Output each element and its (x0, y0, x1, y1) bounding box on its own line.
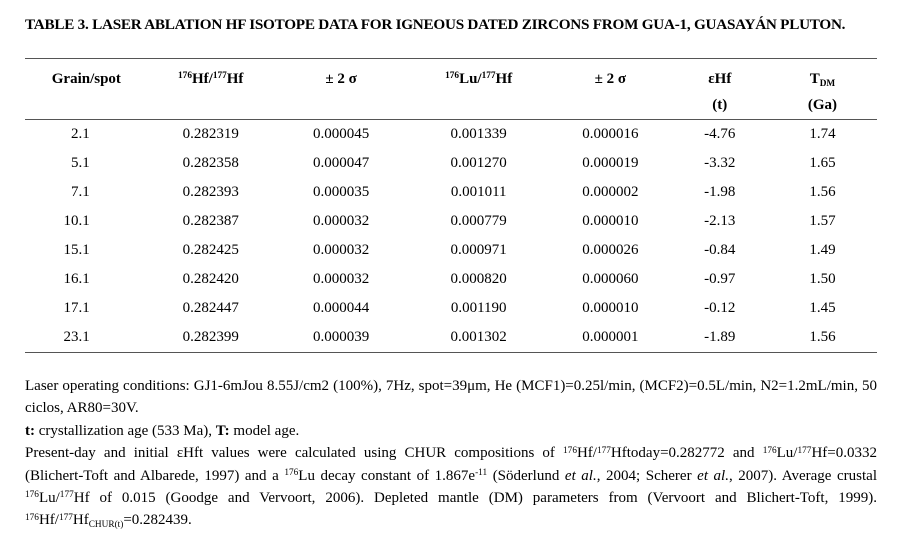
cell-sigma-hf: 0.000032 (312, 271, 370, 287)
cell-tdm-ga: 1.74 (809, 126, 836, 142)
table-row: 16.1 0.282420 0.000032 0.000820 0.000060… (25, 265, 877, 294)
cell-ehf-t: -0.97 (704, 271, 736, 287)
cell-sigma-lu: 0.000060 (582, 271, 639, 287)
cell-grain-spot: 15.1 (63, 242, 90, 258)
col-header-sublabel: (t) (712, 97, 728, 113)
table-header: Grain/spot 176Hf/177Hf ± 2 σ 176Lu/177Hf… (25, 59, 877, 120)
cell-lu176-177: 0.000971 (450, 242, 507, 258)
cell-lu176-177: 0.001302 (450, 329, 507, 345)
cell-sigma-lu: 0.000019 (582, 155, 639, 171)
isotope-data-table: Grain/spot 176Hf/177Hf ± 2 σ 176Lu/177Hf… (25, 58, 877, 353)
col-header-label: 176Lu/177Hf (445, 71, 513, 87)
cell-ehf-t: -0.84 (704, 242, 736, 258)
cell-sigma-lu: 0.000001 (582, 329, 639, 345)
cell-grain-spot: 7.1 (70, 184, 90, 200)
cell-sigma-hf: 0.000047 (312, 155, 370, 171)
cell-sigma-lu: 0.000010 (582, 300, 639, 316)
table-row: 7.1 0.282393 0.000035 0.001011 0.000002 … (25, 178, 877, 207)
header-row: Grain/spot 176Hf/177Hf ± 2 σ 176Lu/177Hf… (25, 59, 877, 120)
col-header-tdm: TDM (Ga) (768, 59, 877, 120)
cell-hf176-177: 0.282425 (182, 242, 239, 258)
cell-sigma-hf: 0.000035 (312, 184, 370, 200)
footnote-chur-parameters: Present-day and initial εHft values were… (25, 445, 877, 531)
cell-tdm-ga: 1.65 (809, 155, 836, 171)
col-header-label: εHf (708, 71, 732, 87)
col-header-label: Grain/spot (51, 71, 121, 87)
col-header-hf176-177: 176Hf/177Hf (148, 59, 274, 120)
cell-hf176-177: 0.282420 (182, 271, 239, 287)
table-row: 10.1 0.282387 0.000032 0.000779 0.000010… (25, 207, 877, 236)
cell-grain-spot: 2.1 (70, 126, 90, 142)
cell-ehf-t: -2.13 (704, 213, 736, 229)
col-header-grain-spot: Grain/spot (25, 59, 148, 120)
table-body: 2.1 0.282319 0.000045 0.001339 0.000016 … (25, 120, 877, 353)
col-header-sublabel (549, 92, 672, 119)
cell-grain-spot: 5.1 (70, 155, 90, 171)
table-row: 5.1 0.282358 0.000047 0.001270 0.000019 … (25, 149, 877, 178)
cell-lu176-177: 0.000779 (450, 213, 507, 229)
cell-tdm-ga: 1.50 (809, 271, 836, 287)
col-header-label: ± 2 σ (594, 71, 627, 87)
cell-ehf-t: -1.98 (704, 184, 736, 200)
cell-sigma-lu: 0.000016 (582, 126, 639, 142)
cell-ehf-t: -1.89 (704, 329, 736, 345)
cell-ehf-t: -3.32 (704, 155, 736, 171)
cell-lu176-177: 0.000820 (450, 271, 507, 287)
cell-grain-spot: 23.1 (63, 329, 90, 345)
cell-sigma-hf: 0.000044 (312, 300, 370, 316)
cell-hf176-177: 0.282447 (182, 300, 239, 316)
table-row: 23.1 0.282399 0.000039 0.001302 0.000001… (25, 323, 877, 353)
cell-sigma-lu: 0.000026 (582, 242, 639, 258)
col-header-sigma-lu: ± 2 σ (549, 59, 672, 120)
cell-hf176-177: 0.282358 (182, 155, 239, 171)
cell-tdm-ga: 1.56 (809, 329, 836, 345)
table-row: 2.1 0.282319 0.000045 0.001339 0.000016 … (25, 120, 877, 150)
cell-grain-spot: 17.1 (63, 300, 90, 316)
cell-lu176-177: 0.001339 (450, 126, 507, 142)
cell-grain-spot: 10.1 (63, 213, 90, 229)
table-row: 15.1 0.282425 0.000032 0.000971 0.000026… (25, 236, 877, 265)
cell-tdm-ga: 1.56 (809, 184, 836, 200)
col-header-sigma-hf: ± 2 σ (274, 59, 409, 120)
cell-tdm-ga: 1.57 (809, 213, 836, 229)
cell-hf176-177: 0.282393 (182, 184, 239, 200)
col-header-sublabel (25, 92, 148, 119)
cell-sigma-hf: 0.000039 (312, 329, 370, 345)
table-footnotes: Laser operating conditions: GJ1-6mJou 8.… (25, 375, 877, 532)
table-title: TABLE 3. LASER ABLATION HF ISOTOPE DATA … (25, 16, 846, 33)
col-header-label: ± 2 σ (325, 71, 357, 87)
cell-lu176-177: 0.001011 (450, 184, 507, 200)
cell-ehf-t: -4.76 (704, 126, 736, 142)
cell-sigma-lu: 0.000010 (582, 213, 639, 229)
cell-ehf-t: -0.12 (704, 300, 736, 316)
cell-sigma-lu: 0.000002 (582, 184, 639, 200)
col-header-ehf: εHf (t) (672, 59, 768, 120)
cell-lu176-177: 0.001190 (450, 300, 507, 316)
col-header-label: TDM (809, 71, 836, 89)
col-header-sublabel (148, 92, 274, 119)
cell-sigma-hf: 0.000045 (312, 126, 370, 142)
col-header-label: 176Hf/177Hf (178, 71, 244, 87)
cell-hf176-177: 0.282387 (182, 213, 239, 229)
cell-tdm-ga: 1.45 (809, 300, 836, 316)
cell-hf176-177: 0.282319 (182, 126, 239, 142)
footnote-age-definitions: t: crystallization age (533 Ma), T: mode… (25, 422, 300, 439)
table-row: 17.1 0.282447 0.000044 0.001190 0.000010… (25, 294, 877, 323)
col-header-lu176-177: 176Lu/177Hf (408, 59, 549, 120)
col-header-sublabel: (Ga) (807, 97, 838, 113)
cell-tdm-ga: 1.49 (809, 242, 836, 258)
col-header-sublabel (408, 92, 549, 119)
cell-hf176-177: 0.282399 (182, 329, 239, 345)
col-header-sublabel (274, 92, 409, 119)
cell-sigma-hf: 0.000032 (312, 242, 370, 258)
cell-lu176-177: 0.001270 (450, 155, 507, 171)
cell-grain-spot: 16.1 (63, 271, 90, 287)
footnote-laser-conditions: Laser operating conditions: GJ1-6mJou 8.… (25, 378, 877, 417)
cell-sigma-hf: 0.000032 (312, 213, 370, 229)
